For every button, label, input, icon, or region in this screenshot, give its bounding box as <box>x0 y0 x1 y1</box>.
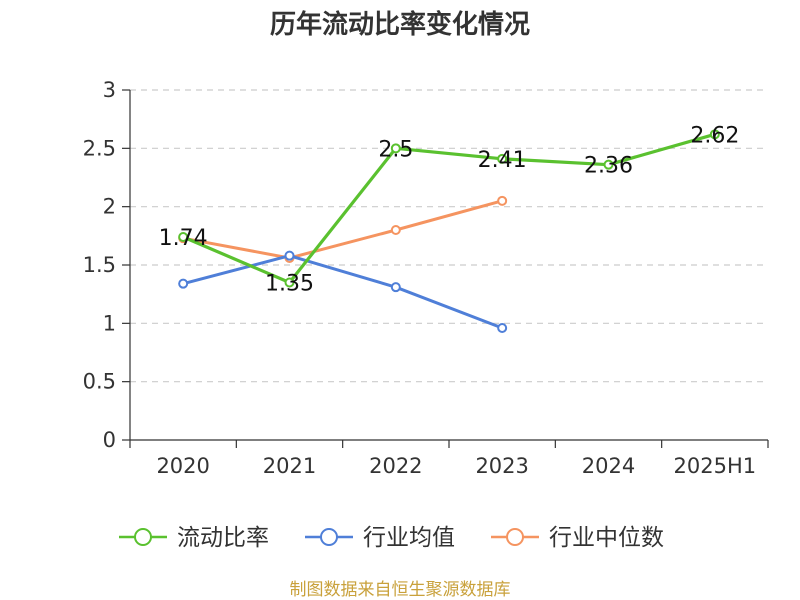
x-tick-label: 2023 <box>475 454 528 478</box>
series-group <box>178 129 720 333</box>
source-footer: 制图数据来自恒生聚源数据库 <box>290 580 511 600</box>
y-tick-label: 0 <box>103 428 116 452</box>
legend-item-2[interactable]: 行业中位数 <box>491 525 664 551</box>
x-tick-label: 2024 <box>582 454 635 478</box>
legend-marker-icon <box>506 528 524 546</box>
y-tick-label: 1 <box>103 311 116 335</box>
y-tick-label: 2.5 <box>83 136 116 160</box>
axes: 0 0.5 1 1.5 2 2.5 3 2020 2021 2022 2023 2024 2025H1 <box>83 78 769 478</box>
data-point[interactable] <box>178 232 189 242</box>
y-tick-label: 0.5 <box>83 370 116 394</box>
data-point[interactable] <box>284 277 295 288</box>
x-tick-label: 2021 <box>263 454 316 478</box>
data-point[interactable] <box>497 153 508 164</box>
data-point[interactable] <box>603 159 614 170</box>
legend-marker-icon <box>320 528 338 546</box>
data-label: 1.74 <box>159 226 208 251</box>
y-tick-label: 3 <box>103 78 116 102</box>
legend-label: 行业均值 <box>363 525 455 551</box>
data-point[interactable] <box>178 278 189 289</box>
data-label: 2.36 <box>584 154 633 179</box>
data-point[interactable] <box>390 225 401 235</box>
legend-item-0[interactable]: 流动比率 <box>119 525 269 551</box>
data-labels: 1.74 1.35 2.5 2.41 2.36 2.62 <box>159 123 740 296</box>
chart-title: 历年流动比率变化情况 <box>270 9 530 40</box>
legend-marker-icon <box>134 528 152 546</box>
data-point[interactable] <box>497 323 508 333</box>
x-tick-label: 2022 <box>369 454 422 478</box>
data-label: 2.41 <box>478 148 527 173</box>
legend[interactable]: 流动比率 行业均值 行业中位数 <box>119 525 664 551</box>
data-label: 2.5 <box>378 137 413 162</box>
series-line-1 <box>182 254 503 330</box>
grid-lines <box>130 89 768 383</box>
data-label: 2.62 <box>690 123 739 148</box>
x-tick-label: 2020 <box>156 454 209 478</box>
legend-item-1[interactable]: 行业均值 <box>305 525 455 551</box>
legend-label: 行业中位数 <box>549 525 664 551</box>
legend-label: 流动比率 <box>177 525 269 551</box>
y-tick-label: 2 <box>103 195 116 219</box>
data-point[interactable] <box>284 250 295 261</box>
data-point[interactable] <box>497 195 508 206</box>
series-line-0 <box>182 132 716 285</box>
data-point[interactable] <box>390 143 401 154</box>
y-tick-label: 1.5 <box>83 253 116 277</box>
data-point[interactable] <box>709 129 720 140</box>
data-point[interactable] <box>390 282 401 293</box>
x-tick-label: 2025H1 <box>674 454 757 478</box>
data-label: 1.35 <box>265 272 314 297</box>
series-line-2 <box>182 199 503 260</box>
